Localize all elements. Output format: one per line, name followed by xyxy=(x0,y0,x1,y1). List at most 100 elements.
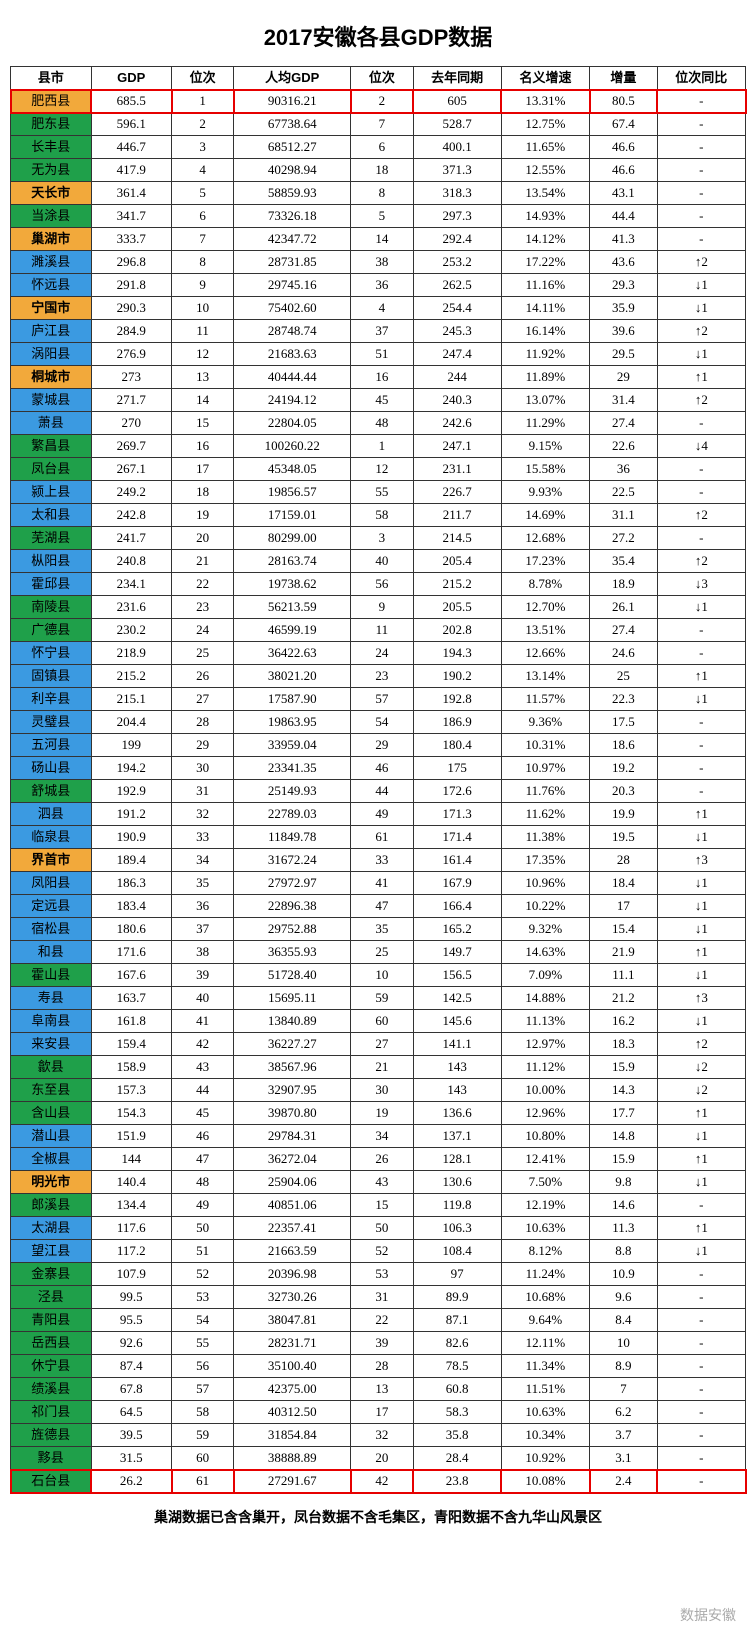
cell: 1 xyxy=(172,90,234,113)
cell: 175 xyxy=(413,757,501,780)
cell: 240.8 xyxy=(91,550,172,573)
table-row: 凤台县267.11745348.0512231.115.58%36- xyxy=(11,458,746,481)
cell: 54 xyxy=(351,711,413,734)
cell: ↓2 xyxy=(657,1056,745,1079)
cell: ↓1 xyxy=(657,826,745,849)
cell: 18.6 xyxy=(590,734,658,757)
table-row: 泗县191.23222789.0349171.311.62%19.9↑1 xyxy=(11,803,746,826)
cell: 159.4 xyxy=(91,1033,172,1056)
cell: 12.68% xyxy=(501,527,589,550)
cell: 9.32% xyxy=(501,918,589,941)
table-row: 霍山县167.63951728.4010156.57.09%11.1↓1 xyxy=(11,964,746,987)
cell: 21.9 xyxy=(590,941,658,964)
table-row: 舒城县192.93125149.9344172.611.76%20.3- xyxy=(11,780,746,803)
cell: ↑3 xyxy=(657,987,745,1010)
cell: 固镇县 xyxy=(11,665,92,688)
cell: 446.7 xyxy=(91,136,172,159)
cell: ↓1 xyxy=(657,1125,745,1148)
cell: 57 xyxy=(172,1378,234,1401)
cell: 249.2 xyxy=(91,481,172,504)
cell: 11.62% xyxy=(501,803,589,826)
cell: - xyxy=(657,1309,745,1332)
cell: 21 xyxy=(172,550,234,573)
cell: 11 xyxy=(351,619,413,642)
cell: - xyxy=(657,1194,745,1217)
cell: 269.7 xyxy=(91,435,172,458)
cell: 7 xyxy=(351,113,413,136)
cell: ↓1 xyxy=(657,297,745,320)
cell: 267.1 xyxy=(91,458,172,481)
cell: 30 xyxy=(351,1079,413,1102)
table-row: 潜山县151.94629784.3134137.110.80%14.8↓1 xyxy=(11,1125,746,1148)
cell: - xyxy=(657,182,745,205)
cell: 14.88% xyxy=(501,987,589,1010)
cell: 73326.18 xyxy=(234,205,351,228)
cell: ↑2 xyxy=(657,504,745,527)
table-row: 濉溪县296.8828731.8538253.217.22%43.6↑2 xyxy=(11,251,746,274)
cell: 55 xyxy=(172,1332,234,1355)
cell: 明光市 xyxy=(11,1171,92,1194)
table-row: 广德县230.22446599.1911202.813.51%27.4- xyxy=(11,619,746,642)
cell: 215.2 xyxy=(413,573,501,596)
cell: 43.1 xyxy=(590,182,658,205)
cell: 2 xyxy=(172,113,234,136)
cell: 18.4 xyxy=(590,872,658,895)
cell: - xyxy=(657,1263,745,1286)
cell: ↑1 xyxy=(657,1148,745,1171)
cell: 92.6 xyxy=(91,1332,172,1355)
cell: 157.3 xyxy=(91,1079,172,1102)
cell: 界首市 xyxy=(11,849,92,872)
cell: 38 xyxy=(172,941,234,964)
table-row: 明光市140.44825904.0643130.67.50%9.8↓1 xyxy=(11,1171,746,1194)
cell: 泾县 xyxy=(11,1286,92,1309)
cell: 186.9 xyxy=(413,711,501,734)
cell: 31854.84 xyxy=(234,1424,351,1447)
cell: 40444.44 xyxy=(234,366,351,389)
cell: 12.41% xyxy=(501,1148,589,1171)
cell: 蒙城县 xyxy=(11,389,92,412)
cell: 11.89% xyxy=(501,366,589,389)
cell: 89.9 xyxy=(413,1286,501,1309)
cell: 27 xyxy=(172,688,234,711)
column-header: 位次同比 xyxy=(657,67,745,90)
cell: - xyxy=(657,1470,745,1493)
cell: 31.5 xyxy=(91,1447,172,1470)
cell: 22 xyxy=(351,1309,413,1332)
cell: 296.8 xyxy=(91,251,172,274)
cell: 19.9 xyxy=(590,803,658,826)
cell: 16.2 xyxy=(590,1010,658,1033)
cell: 15695.11 xyxy=(234,987,351,1010)
cell: 171.6 xyxy=(91,941,172,964)
cell: 23 xyxy=(172,596,234,619)
cell: 27291.67 xyxy=(234,1470,351,1493)
cell: 39.6 xyxy=(590,320,658,343)
cell: 36 xyxy=(172,895,234,918)
table-row: 青阳县95.55438047.812287.19.64%8.4- xyxy=(11,1309,746,1332)
column-header: 增量 xyxy=(590,67,658,90)
cell: 28 xyxy=(172,711,234,734)
cell: 10.9 xyxy=(590,1263,658,1286)
cell: 11.38% xyxy=(501,826,589,849)
cell: 31.4 xyxy=(590,389,658,412)
cell: 肥东县 xyxy=(11,113,92,136)
cell: 46.6 xyxy=(590,136,658,159)
cell: 24 xyxy=(172,619,234,642)
cell: 80.5 xyxy=(590,90,658,113)
page-title: 2017安徽各县GDP数据 xyxy=(10,20,746,52)
cell: 26 xyxy=(351,1148,413,1171)
cell: 7 xyxy=(172,228,234,251)
cell: 27.4 xyxy=(590,619,658,642)
cell: 定远县 xyxy=(11,895,92,918)
cell: 13.54% xyxy=(501,182,589,205)
cell: 33 xyxy=(172,826,234,849)
cell: 23.8 xyxy=(413,1470,501,1493)
cell: 204.4 xyxy=(91,711,172,734)
table-row: 临泉县190.93311849.7861171.411.38%19.5↓1 xyxy=(11,826,746,849)
cell: 颍上县 xyxy=(11,481,92,504)
cell: 191.2 xyxy=(91,803,172,826)
cell: 234.1 xyxy=(91,573,172,596)
cell: 171.3 xyxy=(413,803,501,826)
cell: 怀宁县 xyxy=(11,642,92,665)
cell: 潜山县 xyxy=(11,1125,92,1148)
cell: 10.63% xyxy=(501,1217,589,1240)
